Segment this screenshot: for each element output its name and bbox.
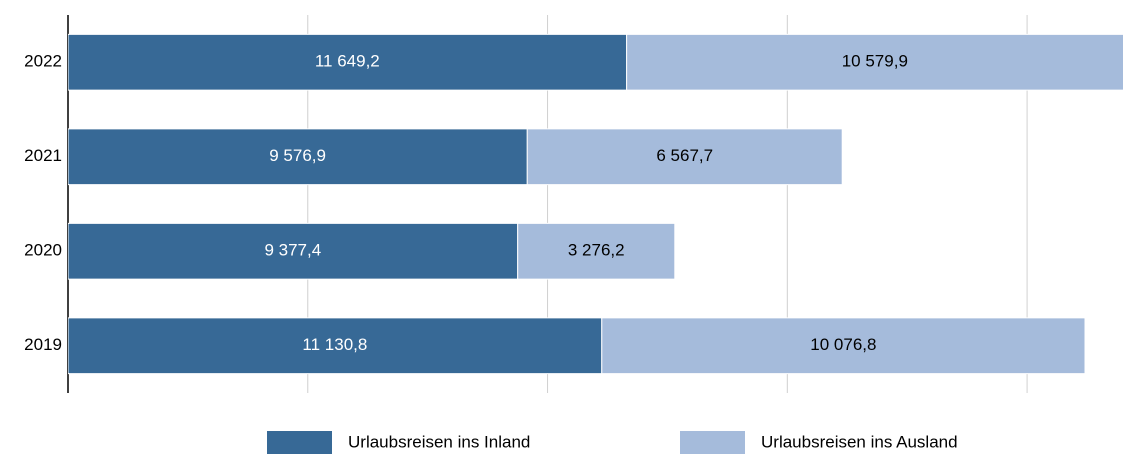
bars — [68, 33, 1123, 375]
data-label: 9 377,4 — [264, 241, 321, 260]
labels: 2022 11 649,2 10 579,9 2021 9 576,9 6 567,7 20… — [24, 52, 958, 454]
bar — [626, 33, 1123, 91]
y-tick-label: 2021 — [24, 146, 62, 165]
bar — [526, 128, 843, 186]
y-tick-label: 2020 — [24, 241, 62, 260]
data-label: 10 579,9 — [842, 52, 908, 71]
legend-label: Urlaubsreisen ins Inland — [348, 432, 530, 451]
data-label: 9 576,9 — [269, 146, 326, 165]
bar — [601, 317, 1086, 375]
data-label: 3 276,2 — [568, 241, 625, 260]
legend-label: Urlaubsreisen ins Ausland — [761, 432, 958, 451]
bar — [517, 222, 676, 280]
y-tick-label: 2022 — [24, 52, 62, 71]
y-tick-label: 2019 — [24, 335, 62, 354]
data-label: 6 567,7 — [656, 146, 713, 165]
data-label: 11 649,2 — [315, 52, 380, 71]
bar — [68, 317, 603, 375]
legend-swatch — [680, 431, 745, 454]
data-label: 10 076,8 — [810, 335, 876, 354]
data-label: 11 130,8 — [302, 335, 367, 354]
bar — [68, 128, 528, 186]
bar — [68, 33, 628, 91]
legend-swatch — [267, 431, 332, 454]
